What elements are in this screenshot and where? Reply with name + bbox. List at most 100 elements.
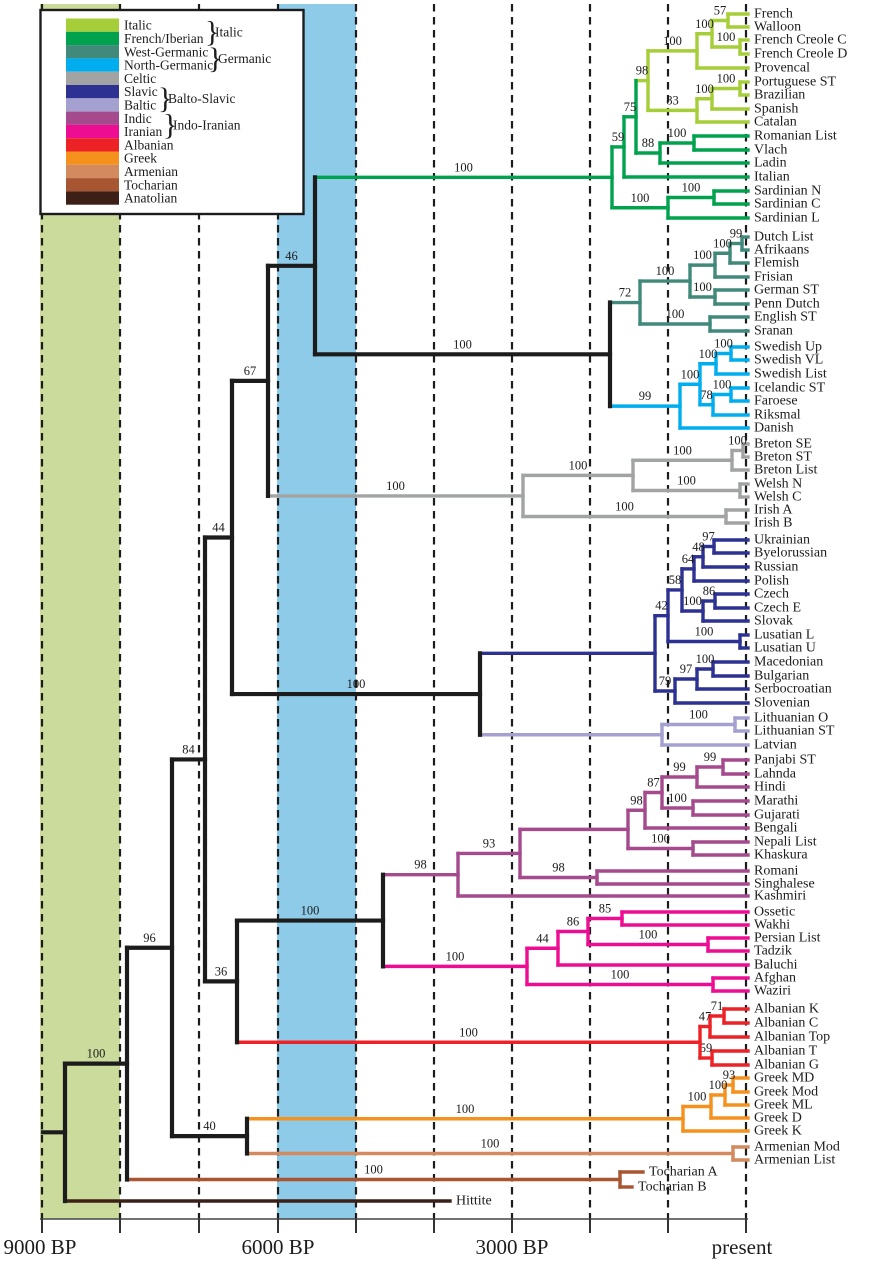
taxon-label: Sardinian L (754, 211, 820, 226)
support-value: 93 (483, 836, 496, 850)
support-value: 47 (699, 1010, 712, 1024)
legend-item-label: French/Iberian (124, 31, 204, 46)
support-value: 100 (456, 1102, 475, 1116)
legend-item-label: Celtic (124, 71, 156, 86)
taxon-label: Breton List (754, 463, 817, 478)
legend-item-label: Italic (124, 18, 152, 33)
legend-swatch (66, 164, 119, 179)
legend-swatch (66, 18, 119, 32)
support-value: 100 (699, 347, 718, 361)
taxon-label: Armenian Mod (754, 1140, 840, 1155)
taxon-label: Wakhi (754, 918, 790, 933)
taxon-label: Tocharian A (649, 1165, 718, 1180)
support-value: 100 (651, 832, 670, 846)
support-value: 86 (703, 584, 716, 598)
legend-swatch (66, 71, 119, 85)
legend-item-label: West-Germanic (124, 44, 208, 59)
legend-item-label: Armenian (124, 164, 178, 179)
taxon-label: Albanian T (754, 1044, 818, 1059)
support-value: 100 (717, 72, 736, 86)
support-value: 36 (215, 964, 228, 978)
taxon-label: Swedish VL (754, 353, 823, 368)
taxon-label: Nepali List (754, 835, 817, 850)
taxon-label: Slovak (754, 614, 793, 629)
legend-swatch (66, 151, 119, 165)
support-value: 42 (655, 599, 668, 613)
support-value: 86 (567, 915, 580, 929)
support-value: 83 (666, 93, 679, 107)
legend-group-label: Germanic (218, 51, 271, 66)
taxon-label: Khaskura (754, 848, 808, 863)
support-value: 100 (631, 191, 650, 205)
taxon-label: Ossetic (754, 905, 795, 920)
legend-swatch (66, 58, 119, 72)
legend-swatch (66, 138, 119, 152)
support-value: 100 (696, 652, 715, 666)
support-value: 100 (693, 248, 712, 262)
support-value: 59 (612, 130, 625, 144)
support-value: 84 (182, 742, 195, 756)
support-value: 100 (681, 367, 700, 381)
axis-label: present (712, 1235, 773, 1259)
taxon-label: Albanian C (754, 1016, 818, 1031)
support-value: 100 (364, 1163, 383, 1177)
taxon-label: Russian (754, 560, 798, 575)
taxon-label: Czech (754, 587, 789, 602)
support-value: 99 (730, 227, 743, 241)
taxon-label: Greek Mod (754, 1085, 818, 1100)
taxon-label: Panjabi ST (754, 753, 816, 768)
taxon-label: Tocharian B (638, 1180, 707, 1195)
taxon-label: Armenian List (754, 1153, 835, 1168)
taxon-label: Bengali (754, 821, 798, 836)
support-value: 100 (663, 34, 682, 48)
taxon-label: Sardinian C (754, 197, 821, 212)
support-value: 100 (459, 1025, 478, 1039)
legend-group-brace: } (208, 42, 222, 75)
support-value: 100 (695, 17, 714, 31)
support-value: 97 (702, 530, 715, 544)
legend-item-label: Iranian (124, 124, 162, 139)
support-value: 100 (446, 949, 465, 963)
support-value: 79 (659, 674, 672, 688)
legend-swatch (66, 85, 119, 99)
support-value: 99 (704, 750, 717, 764)
legend-item-label: Slavic (124, 84, 158, 99)
support-value: 71 (711, 999, 724, 1013)
legend-swatch (66, 111, 119, 125)
legend-group-label: Italic (215, 24, 243, 39)
taxon-label: Serbocroatian (754, 682, 832, 697)
legend-item-label: Tocharian (124, 177, 178, 192)
taxon-label: Vlach (754, 143, 787, 158)
axis-label: 9000 BP (4, 1235, 77, 1259)
support-value: 85 (599, 902, 612, 916)
support-value: 59 (700, 1041, 713, 1055)
taxon-label: Spanish (754, 102, 798, 117)
taxon-label: Hindi (754, 780, 786, 795)
taxon-label: Breton SE (754, 437, 812, 452)
support-value: 100 (695, 625, 714, 639)
legend-item-label: Anatolian (124, 191, 177, 206)
taxon-label: Lithuanian O (754, 711, 828, 726)
support-value: 100 (347, 677, 366, 691)
support-value: 98 (552, 861, 565, 875)
support-value: 100 (683, 594, 702, 608)
support-value: 93 (723, 1068, 736, 1082)
support-value: 100 (656, 264, 675, 278)
taxon-label: Penn Dutch (754, 297, 820, 312)
support-value: 75 (624, 100, 637, 114)
legend: ItalicFrench/IberianWest-GermanicNorth-G… (39, 8, 305, 216)
support-value: 57 (714, 4, 727, 18)
taxon-label: French Creole D (754, 47, 847, 62)
support-value: 48 (692, 540, 705, 554)
taxon-label: Swedish Up (754, 340, 822, 355)
taxon-label: Walloon (754, 20, 801, 35)
support-value: 100 (717, 30, 736, 44)
support-value: 100 (668, 126, 687, 140)
support-value: 100 (709, 1078, 728, 1092)
taxon-label: Albanian G (754, 1058, 819, 1073)
legend-swatch (66, 191, 119, 205)
support-value: 46 (285, 249, 298, 263)
